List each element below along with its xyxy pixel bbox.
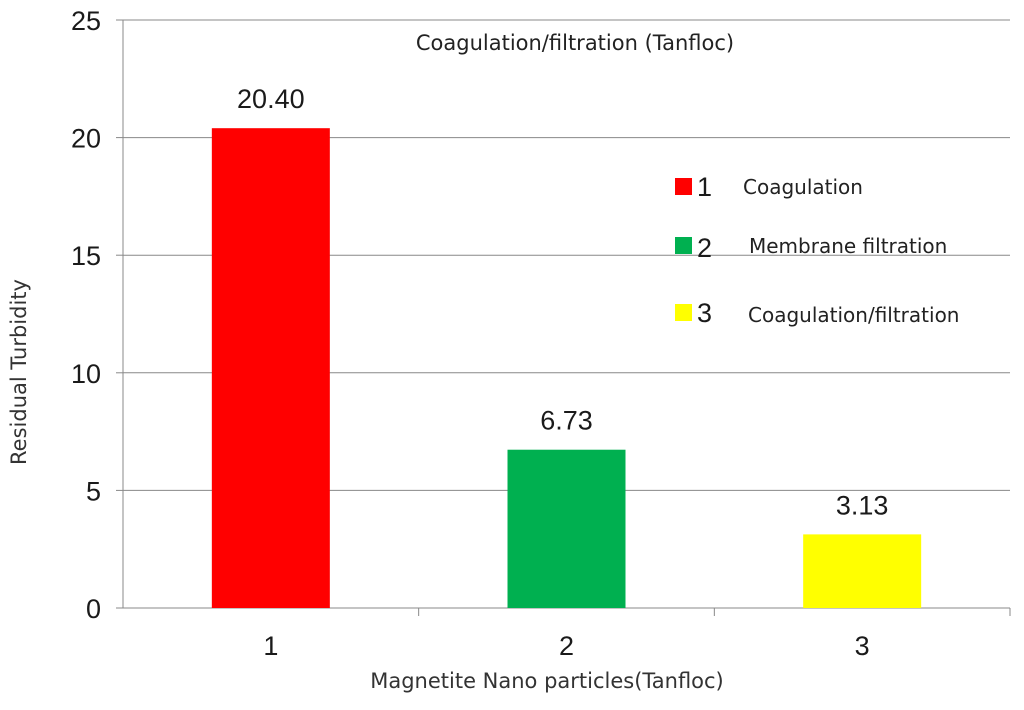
y-tick-label: 10	[71, 359, 101, 389]
data-labels: 20.40 6.73 3.13	[237, 84, 888, 520]
legend-swatch	[675, 304, 692, 321]
bar-3	[803, 534, 922, 608]
legend-number: 3	[697, 298, 712, 328]
chart-title: Coagulation/filtration (Tanfloc)	[416, 31, 734, 55]
legend-item-2: 2 Membrane filtration	[675, 233, 947, 263]
x-tick-labels: 1 2 3	[263, 631, 869, 661]
legend: 1 Coagulation 2 Membrane filtration 3 Coagula…	[675, 172, 959, 328]
bar-1	[211, 128, 330, 608]
legend-swatch	[675, 178, 692, 195]
y-axis-title: Residual Turbidity	[7, 279, 31, 465]
y-tick-label: 0	[86, 594, 101, 624]
legend-item-1: 1 Coagulation	[675, 172, 863, 202]
legend-item-3: 3 Coagulation/filtration	[675, 298, 959, 328]
y-tick-label: 15	[71, 241, 101, 271]
legend-label: Membrane filtration	[749, 234, 947, 258]
legend-label: Coagulation/filtration	[748, 303, 959, 327]
x-tick-label: 2	[559, 631, 574, 661]
y-tick-label: 20	[71, 124, 101, 154]
x-axis-title: Magnetite Nano particles(Tanfloc)	[370, 669, 724, 693]
x-tick-label: 3	[855, 631, 870, 661]
data-label-3: 3.13	[836, 490, 889, 520]
legend-number: 2	[697, 233, 712, 263]
x-tick-label: 1	[263, 631, 278, 661]
y-tick-label: 5	[86, 476, 101, 506]
legend-swatch	[675, 237, 692, 254]
bars	[211, 128, 922, 608]
y-tick-labels: 0 5 10 15 20 25	[71, 6, 101, 624]
data-label-2: 6.73	[540, 406, 593, 436]
y-tick-label: 25	[71, 6, 101, 36]
bar-2	[507, 449, 626, 608]
legend-label: Coagulation	[743, 175, 863, 199]
data-label-1: 20.40	[237, 84, 305, 114]
legend-number: 1	[697, 172, 712, 202]
